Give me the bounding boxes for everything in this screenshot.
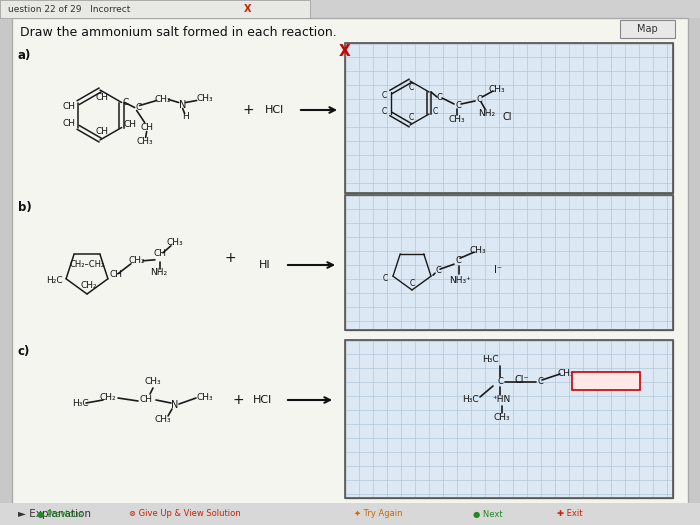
Text: CH₃: CH₃ bbox=[155, 415, 172, 425]
Text: Incorrect.: Incorrect. bbox=[584, 376, 628, 385]
Text: CH: CH bbox=[109, 270, 122, 279]
Text: X: X bbox=[244, 4, 252, 14]
Text: CH₂: CH₂ bbox=[154, 95, 171, 104]
Text: CH: CH bbox=[139, 395, 153, 404]
Text: Cl: Cl bbox=[503, 112, 512, 122]
Text: CH₃: CH₃ bbox=[558, 370, 574, 379]
Bar bbox=[345, 195, 673, 330]
Text: C: C bbox=[455, 256, 461, 265]
Text: H: H bbox=[182, 112, 189, 121]
Text: CH₃: CH₃ bbox=[167, 238, 183, 247]
Text: N: N bbox=[179, 100, 186, 110]
Text: ⁺HN: ⁺HN bbox=[493, 395, 511, 404]
Text: I⁻: I⁻ bbox=[494, 265, 502, 275]
Bar bbox=[345, 340, 673, 498]
Text: CH₂: CH₂ bbox=[80, 281, 97, 290]
Text: C: C bbox=[382, 274, 388, 282]
Text: ✚ Exit: ✚ Exit bbox=[557, 509, 582, 519]
Text: ⊗ Give Up & View Solution: ⊗ Give Up & View Solution bbox=[130, 509, 241, 519]
Text: H₃C: H₃C bbox=[482, 355, 498, 364]
Text: HCl: HCl bbox=[265, 105, 285, 115]
Text: N: N bbox=[172, 400, 178, 410]
Text: CH₃: CH₃ bbox=[470, 246, 486, 255]
Text: CH₂: CH₂ bbox=[129, 256, 145, 265]
Text: NH₂: NH₂ bbox=[479, 109, 496, 118]
Text: Map: Map bbox=[636, 24, 657, 34]
Bar bbox=[0, 0, 310, 18]
Text: C: C bbox=[408, 113, 414, 122]
Text: CH: CH bbox=[140, 123, 153, 132]
Text: +: + bbox=[224, 251, 236, 265]
Text: CH: CH bbox=[63, 119, 76, 128]
Bar bbox=[0, 0, 700, 18]
Text: H₃C: H₃C bbox=[72, 398, 89, 407]
Text: CH₃: CH₃ bbox=[494, 414, 510, 423]
Text: CH₂–CH₂: CH₂–CH₂ bbox=[69, 260, 104, 269]
Text: C: C bbox=[537, 377, 543, 386]
Text: CH₃: CH₃ bbox=[145, 377, 161, 386]
Text: C: C bbox=[436, 92, 442, 101]
Text: Draw the ammonium salt formed in each reaction.: Draw the ammonium salt formed in each re… bbox=[20, 26, 337, 38]
Text: ✦ Try Again: ✦ Try Again bbox=[354, 509, 402, 519]
Text: C: C bbox=[455, 100, 461, 110]
Bar bbox=[345, 43, 673, 193]
Text: CH₃: CH₃ bbox=[489, 85, 505, 93]
Text: HI: HI bbox=[259, 260, 271, 270]
Text: X: X bbox=[339, 45, 351, 59]
Text: CH₃: CH₃ bbox=[449, 114, 466, 123]
Bar bbox=[345, 340, 673, 498]
Text: C: C bbox=[122, 98, 129, 107]
Text: C: C bbox=[136, 103, 142, 112]
Text: uestion 22 of 29   Incorrect: uestion 22 of 29 Incorrect bbox=[8, 5, 130, 14]
Text: CH: CH bbox=[123, 120, 136, 129]
Bar bbox=[0, 503, 700, 525]
Text: C: C bbox=[435, 266, 441, 275]
Text: Cl⁻: Cl⁻ bbox=[514, 375, 529, 385]
Text: CH₂: CH₂ bbox=[99, 394, 116, 403]
Bar bbox=[572, 372, 640, 390]
Text: a): a) bbox=[18, 48, 32, 61]
Text: H₂C: H₂C bbox=[46, 276, 62, 285]
Text: NH₂: NH₂ bbox=[150, 268, 167, 277]
Text: C: C bbox=[382, 90, 386, 100]
Text: +: + bbox=[232, 393, 244, 407]
Text: CH: CH bbox=[153, 249, 167, 258]
Text: CH₃: CH₃ bbox=[197, 394, 214, 403]
Text: c): c) bbox=[18, 345, 30, 359]
Text: CH₃: CH₃ bbox=[136, 137, 153, 146]
Text: HCl: HCl bbox=[253, 395, 272, 405]
Bar bbox=[345, 43, 673, 193]
Text: CH: CH bbox=[95, 93, 108, 102]
Bar bbox=[345, 195, 673, 330]
Text: ► Explanation: ► Explanation bbox=[18, 509, 91, 519]
Text: CH₃: CH₃ bbox=[196, 94, 213, 103]
Text: C: C bbox=[410, 278, 414, 288]
Text: C: C bbox=[433, 107, 438, 116]
Text: NH₃⁺: NH₃⁺ bbox=[449, 276, 471, 285]
Text: b): b) bbox=[18, 201, 32, 214]
Text: C: C bbox=[476, 94, 482, 103]
Text: ● Next: ● Next bbox=[473, 509, 503, 519]
Bar bbox=[620, 20, 675, 38]
Text: C: C bbox=[382, 107, 386, 116]
Text: C: C bbox=[497, 377, 503, 386]
Text: CH: CH bbox=[63, 102, 76, 111]
Text: H₃C: H₃C bbox=[462, 395, 479, 404]
Text: C: C bbox=[408, 83, 414, 92]
Text: ● Previous: ● Previous bbox=[37, 509, 83, 519]
Text: +: + bbox=[242, 103, 254, 117]
Text: CH: CH bbox=[95, 128, 108, 136]
